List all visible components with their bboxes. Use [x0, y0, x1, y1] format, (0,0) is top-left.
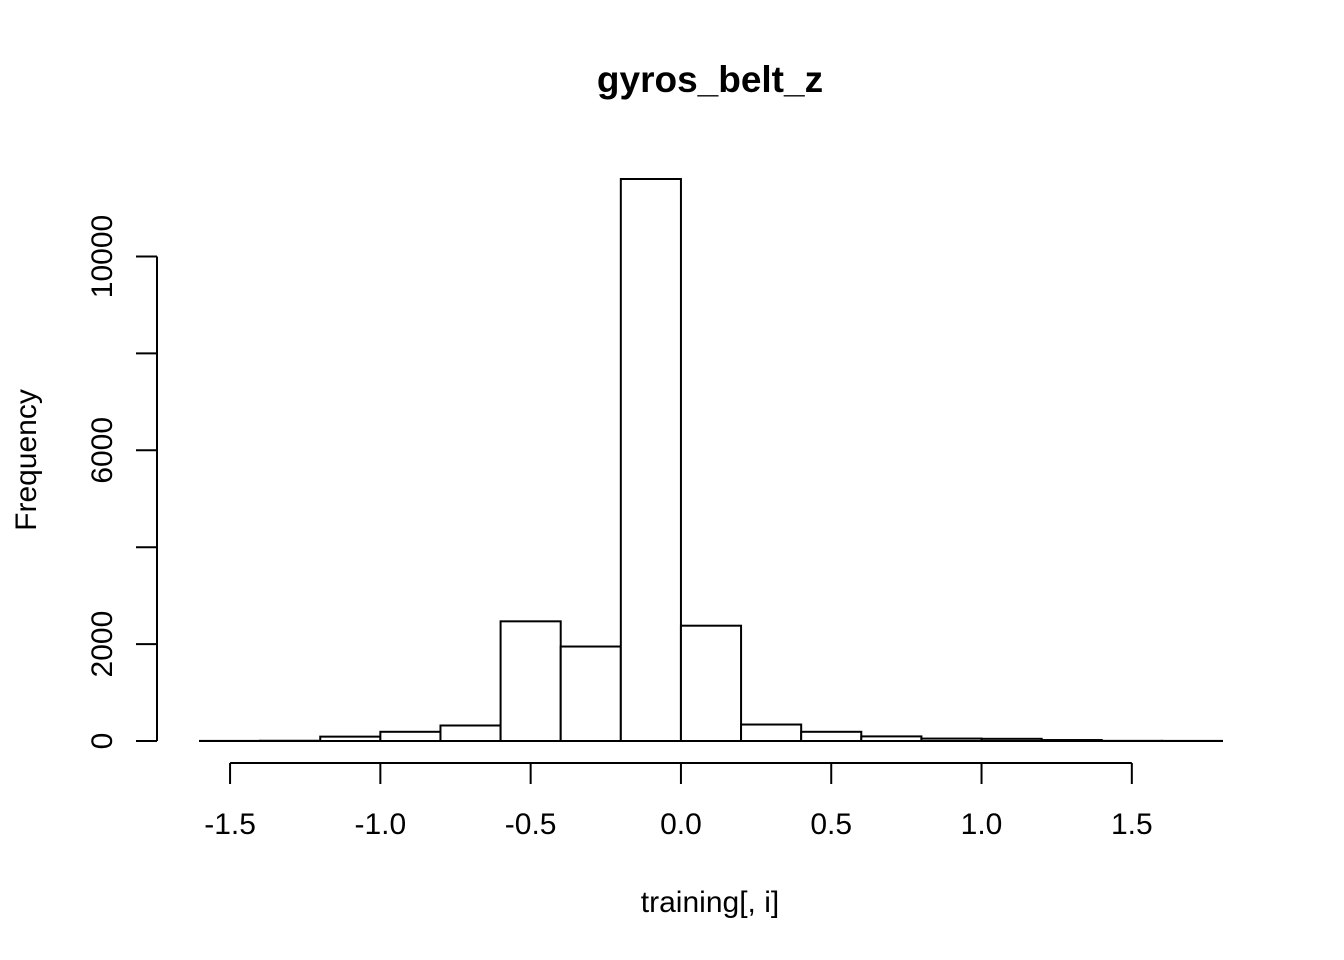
histogram-bar: [800, 730, 863, 742]
x-axis-label: training[, i]: [641, 886, 779, 919]
x-tick-label: -1.0: [355, 808, 407, 841]
x-tick-label: 0.0: [660, 808, 702, 841]
histogram-bar: [740, 723, 803, 743]
histogram-bar: [319, 735, 382, 742]
x-tick-label: 1.5: [1111, 808, 1153, 841]
x-tick-label: -0.5: [505, 808, 557, 841]
x-tick-label: 0.5: [810, 808, 852, 841]
x-tick-label: 1.0: [961, 808, 1003, 841]
y-tick-label: 0: [86, 733, 119, 750]
bars-group: [199, 178, 1223, 743]
histogram-bar: [1040, 739, 1103, 742]
histogram-bar: [980, 737, 1043, 742]
y-axis-label: Frequency: [10, 389, 43, 531]
histogram-bar: [439, 724, 502, 743]
y-axis: 0 2000 6000 10000: [86, 215, 158, 750]
histogram-bar: [860, 735, 923, 742]
x-axis: -1.5 -1.0 -0.5 0.0 0.5 1.0 1.5: [204, 762, 1153, 841]
chart-title: gyros_belt_z: [597, 59, 823, 100]
histogram-bar: [559, 645, 622, 743]
y-tick-label: 2000: [86, 611, 119, 678]
histogram-bar: [499, 620, 562, 743]
y-tick-label: 10000: [86, 215, 119, 298]
histogram-bar: [679, 624, 743, 743]
x-tick-label: -1.5: [204, 808, 256, 841]
y-tick-label: 6000: [86, 417, 119, 484]
histogram-bar: [379, 730, 442, 742]
histogram-bar: [920, 737, 983, 742]
histogram-bar: [619, 178, 682, 742]
